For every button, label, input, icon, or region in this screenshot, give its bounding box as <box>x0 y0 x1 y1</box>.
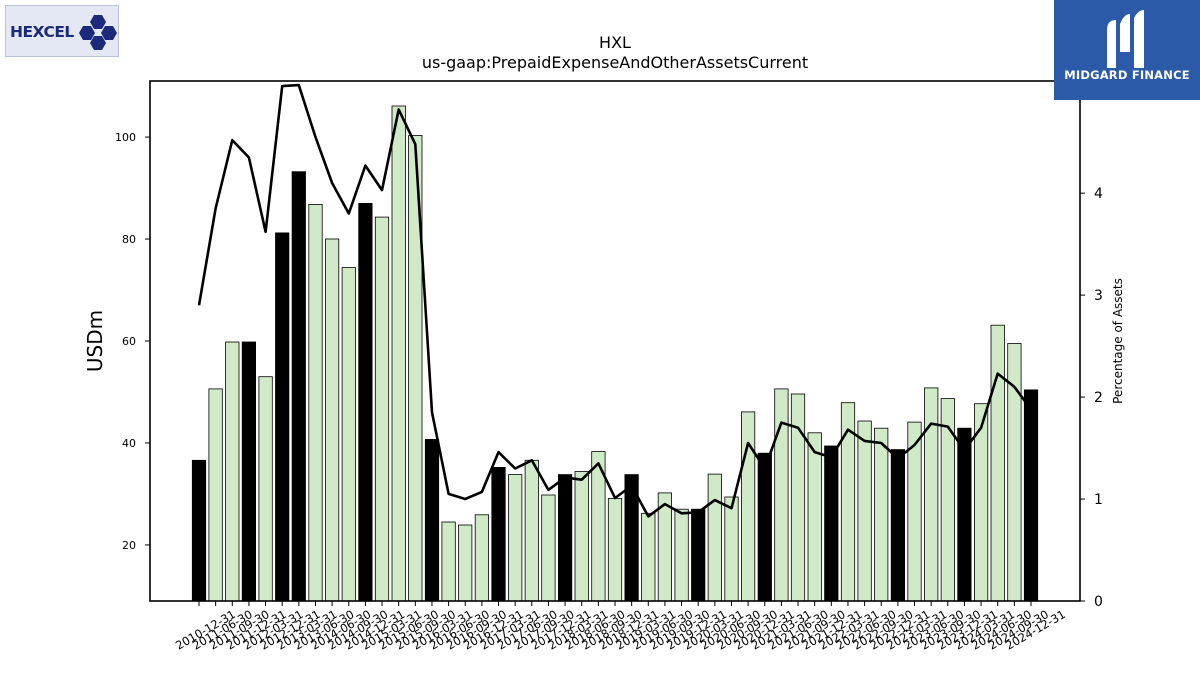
hexagon-cluster-icon <box>79 15 117 50</box>
bar-quarter <box>990 324 1005 602</box>
y-tick-label: 80 <box>122 233 136 246</box>
percentage-of-assets-line <box>197 83 1033 518</box>
bar-year-end <box>691 508 706 602</box>
bar-year-end <box>424 438 440 602</box>
right-axis-ticks: 012345 <box>1080 84 1103 610</box>
bar-quarter <box>940 398 955 602</box>
bar-quarter <box>924 387 939 602</box>
y2-tick-label: 2 <box>1094 390 1103 406</box>
bar-year-end <box>275 232 290 602</box>
chart-subtitle: us-gaap:PrepaidExpenseAndOtherAssetsCurr… <box>421 53 809 72</box>
bar-year-end <box>191 459 207 602</box>
y2-axis-label: Percentage of Assets <box>1111 278 1125 404</box>
bar-quarter <box>857 420 872 602</box>
bar-quarter <box>308 203 323 602</box>
bar-year-end <box>491 466 506 602</box>
bar-quarter <box>374 216 390 602</box>
bar-quarter <box>524 459 539 602</box>
bar-quarter <box>607 498 623 602</box>
y2-tick-label: 1 <box>1094 492 1103 508</box>
bar-quarter <box>874 427 889 602</box>
bar-quarter <box>774 388 789 602</box>
bar-quarter <box>341 267 356 602</box>
y2-tick-label: 4 <box>1094 186 1103 202</box>
bar-quarter <box>541 494 556 602</box>
bar-year-end <box>1023 389 1039 602</box>
bar-year-end <box>957 427 972 602</box>
bar-quarter <box>508 474 523 602</box>
bar-quarter <box>707 473 722 602</box>
bar-quarter <box>458 524 473 602</box>
left-axis-ticks: 20 40 60 80 100 <box>115 131 150 552</box>
bar-year-end <box>241 341 256 602</box>
bar-year-end <box>558 474 573 602</box>
bar-year-end <box>358 202 373 602</box>
bar-quarter <box>441 521 456 602</box>
x-axis-ticks: 2010-12-312011-06-302011-09-302011-12-31… <box>173 601 1068 653</box>
bar-quarter <box>674 508 689 602</box>
midgard-finance-logo: MIDGARD FINANCE <box>1054 0 1200 100</box>
bar-year-end <box>890 449 906 602</box>
chart-title: HXL <box>599 33 631 52</box>
bar-year-end <box>757 452 772 602</box>
bar-quarter <box>741 411 756 602</box>
bar-quarter <box>641 512 656 602</box>
bar-quarter <box>225 341 240 602</box>
bar-quarter <box>258 376 273 602</box>
hexcel-logo-text: HEXCEL <box>10 23 74 41</box>
bar-year-end <box>824 445 839 602</box>
bar-quarter <box>724 496 739 602</box>
bar-quarter <box>807 432 822 602</box>
bar-year-end <box>291 171 306 602</box>
y-tick-label: 40 <box>122 437 136 450</box>
hexcel-logo: HEXCEL <box>5 5 119 57</box>
y-tick-label: 60 <box>122 335 136 348</box>
bar-quarter <box>474 514 490 602</box>
bar-quarter <box>574 471 589 602</box>
bars-layer <box>191 105 1039 602</box>
bar-quarter <box>208 388 223 602</box>
midgard-m-icon <box>1107 10 1144 68</box>
y-tick-label: 20 <box>122 539 136 552</box>
y-axis-label: USDm <box>83 310 107 372</box>
midgard-finance-logo-text: MIDGARD FINANCE <box>1064 68 1190 82</box>
y2-tick-label: 3 <box>1094 288 1103 304</box>
bar-quarter <box>324 238 340 602</box>
y2-tick-label: 0 <box>1094 594 1103 610</box>
bar-quarter <box>391 105 406 602</box>
y-tick-label: 100 <box>115 131 136 144</box>
